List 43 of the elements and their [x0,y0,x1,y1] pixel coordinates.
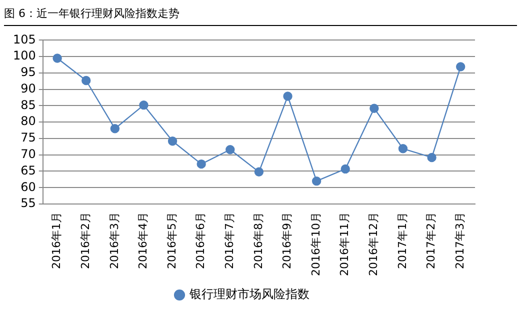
x-tick-label: 2016年7月 [223,212,236,270]
chart-title: 图 6：近一年银行理财风险指数走势 [4,6,180,21]
point [370,104,379,113]
point [168,136,178,146]
legend-label: 银行理财市场风险指数 [188,287,310,302]
point [196,159,206,169]
y-tick-label: 85 [20,98,36,112]
point [110,124,120,134]
y-tick-label: 75 [20,130,36,145]
point [226,145,235,154]
x-tick-label: 2017年1月 [396,212,409,270]
x-tick-label: 2016年12月 [367,212,380,276]
x-tick-label: 2016年9月 [280,212,294,270]
y-tick-label: 90 [20,81,36,96]
x-tick-label: 2016年8月 [252,212,265,270]
y-tick-label: 105 [13,32,36,46]
x-tick-label: 2017年2月 [424,212,438,270]
x-tick-label: 2017年3月 [453,212,466,270]
y-tick-label: 95 [20,65,36,80]
y-tick-label: 60 [20,180,36,194]
y-tick-label: 80 [20,114,36,128]
y-tick-label: 70 [20,146,36,161]
point [312,176,322,186]
x-tick-label: 2016年6月 [194,212,208,270]
x-tick-label: 2016年2月 [78,212,92,270]
x-tick-label: 2016年1月 [50,212,64,270]
x-tick-label: 2016年5月 [165,212,178,270]
y-tick-label: 100 [13,48,36,63]
x-tick-label: 2016年4月 [136,212,150,270]
point [283,92,292,101]
point [340,164,350,174]
point [82,76,91,86]
point [254,167,264,177]
point [456,62,466,72]
x-tick-label: 2016年10月 [309,212,322,276]
y-tick-label: 55 [20,196,36,210]
x-tick-label: 2016年3月 [108,212,121,270]
point [52,54,62,63]
y-tick-label: 65 [20,163,36,178]
point [139,100,148,110]
point [427,152,436,162]
x-tick-label: 2016年11月 [338,212,352,276]
point [398,144,408,154]
